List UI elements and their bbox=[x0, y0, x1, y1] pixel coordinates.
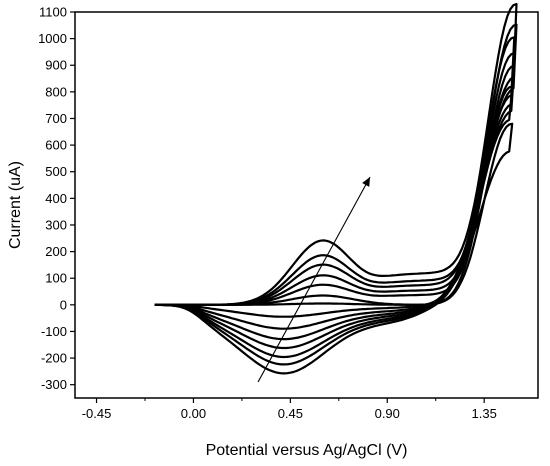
cv-cycle-curve bbox=[154, 64, 516, 341]
y-tick-label: -100 bbox=[41, 324, 67, 339]
y-tick-label: -300 bbox=[41, 377, 67, 392]
y-tick-label: 400 bbox=[45, 191, 67, 206]
plot-frame bbox=[74, 11, 539, 399]
cv-cycle-curve bbox=[154, 122, 514, 318]
x-tick-label: -0.45 bbox=[82, 406, 112, 421]
y-tick-label: 1100 bbox=[39, 5, 67, 20]
cv-cycle-curve bbox=[154, 2, 518, 375]
y-tick-label: 200 bbox=[45, 244, 67, 259]
y-tick-label: 1000 bbox=[38, 31, 67, 46]
y-tick-label: -200 bbox=[41, 351, 67, 366]
x-axis-label: Potential versus Ag/AgCl (V) bbox=[206, 442, 408, 459]
cv-cycle-curve bbox=[154, 85, 514, 330]
y-axis-label: Current (uA) bbox=[7, 161, 24, 249]
x-tick-label: 0.00 bbox=[181, 406, 206, 421]
y-tick-label: 700 bbox=[45, 111, 67, 126]
annotation-arrow bbox=[257, 176, 371, 383]
y-tick-label: 0 bbox=[60, 297, 67, 312]
arrow-head bbox=[362, 177, 371, 187]
y-tick-label: 800 bbox=[45, 84, 67, 99]
x-axis-ticks: -0.45 0.00 0.45 0.90 1.35 bbox=[82, 398, 497, 421]
x-tick-label: 0.45 bbox=[278, 406, 303, 421]
y-tick-label: 900 bbox=[45, 58, 67, 73]
arrow-shaft bbox=[257, 176, 371, 383]
y-tick-label: 500 bbox=[45, 164, 67, 179]
y-axis-ticks: -300 -200 -100 0 100 200 300 400 500 600 700 800 900… bbox=[38, 5, 75, 392]
cv-curves bbox=[154, 2, 518, 375]
x-tick-label: 1.35 bbox=[472, 406, 497, 421]
y-tick-label: 300 bbox=[45, 217, 67, 232]
cv-cycle-curve bbox=[154, 23, 518, 366]
x-tick-label: 0.90 bbox=[375, 406, 400, 421]
y-tick-label: 600 bbox=[45, 138, 67, 153]
y-tick-label: 100 bbox=[45, 271, 67, 286]
